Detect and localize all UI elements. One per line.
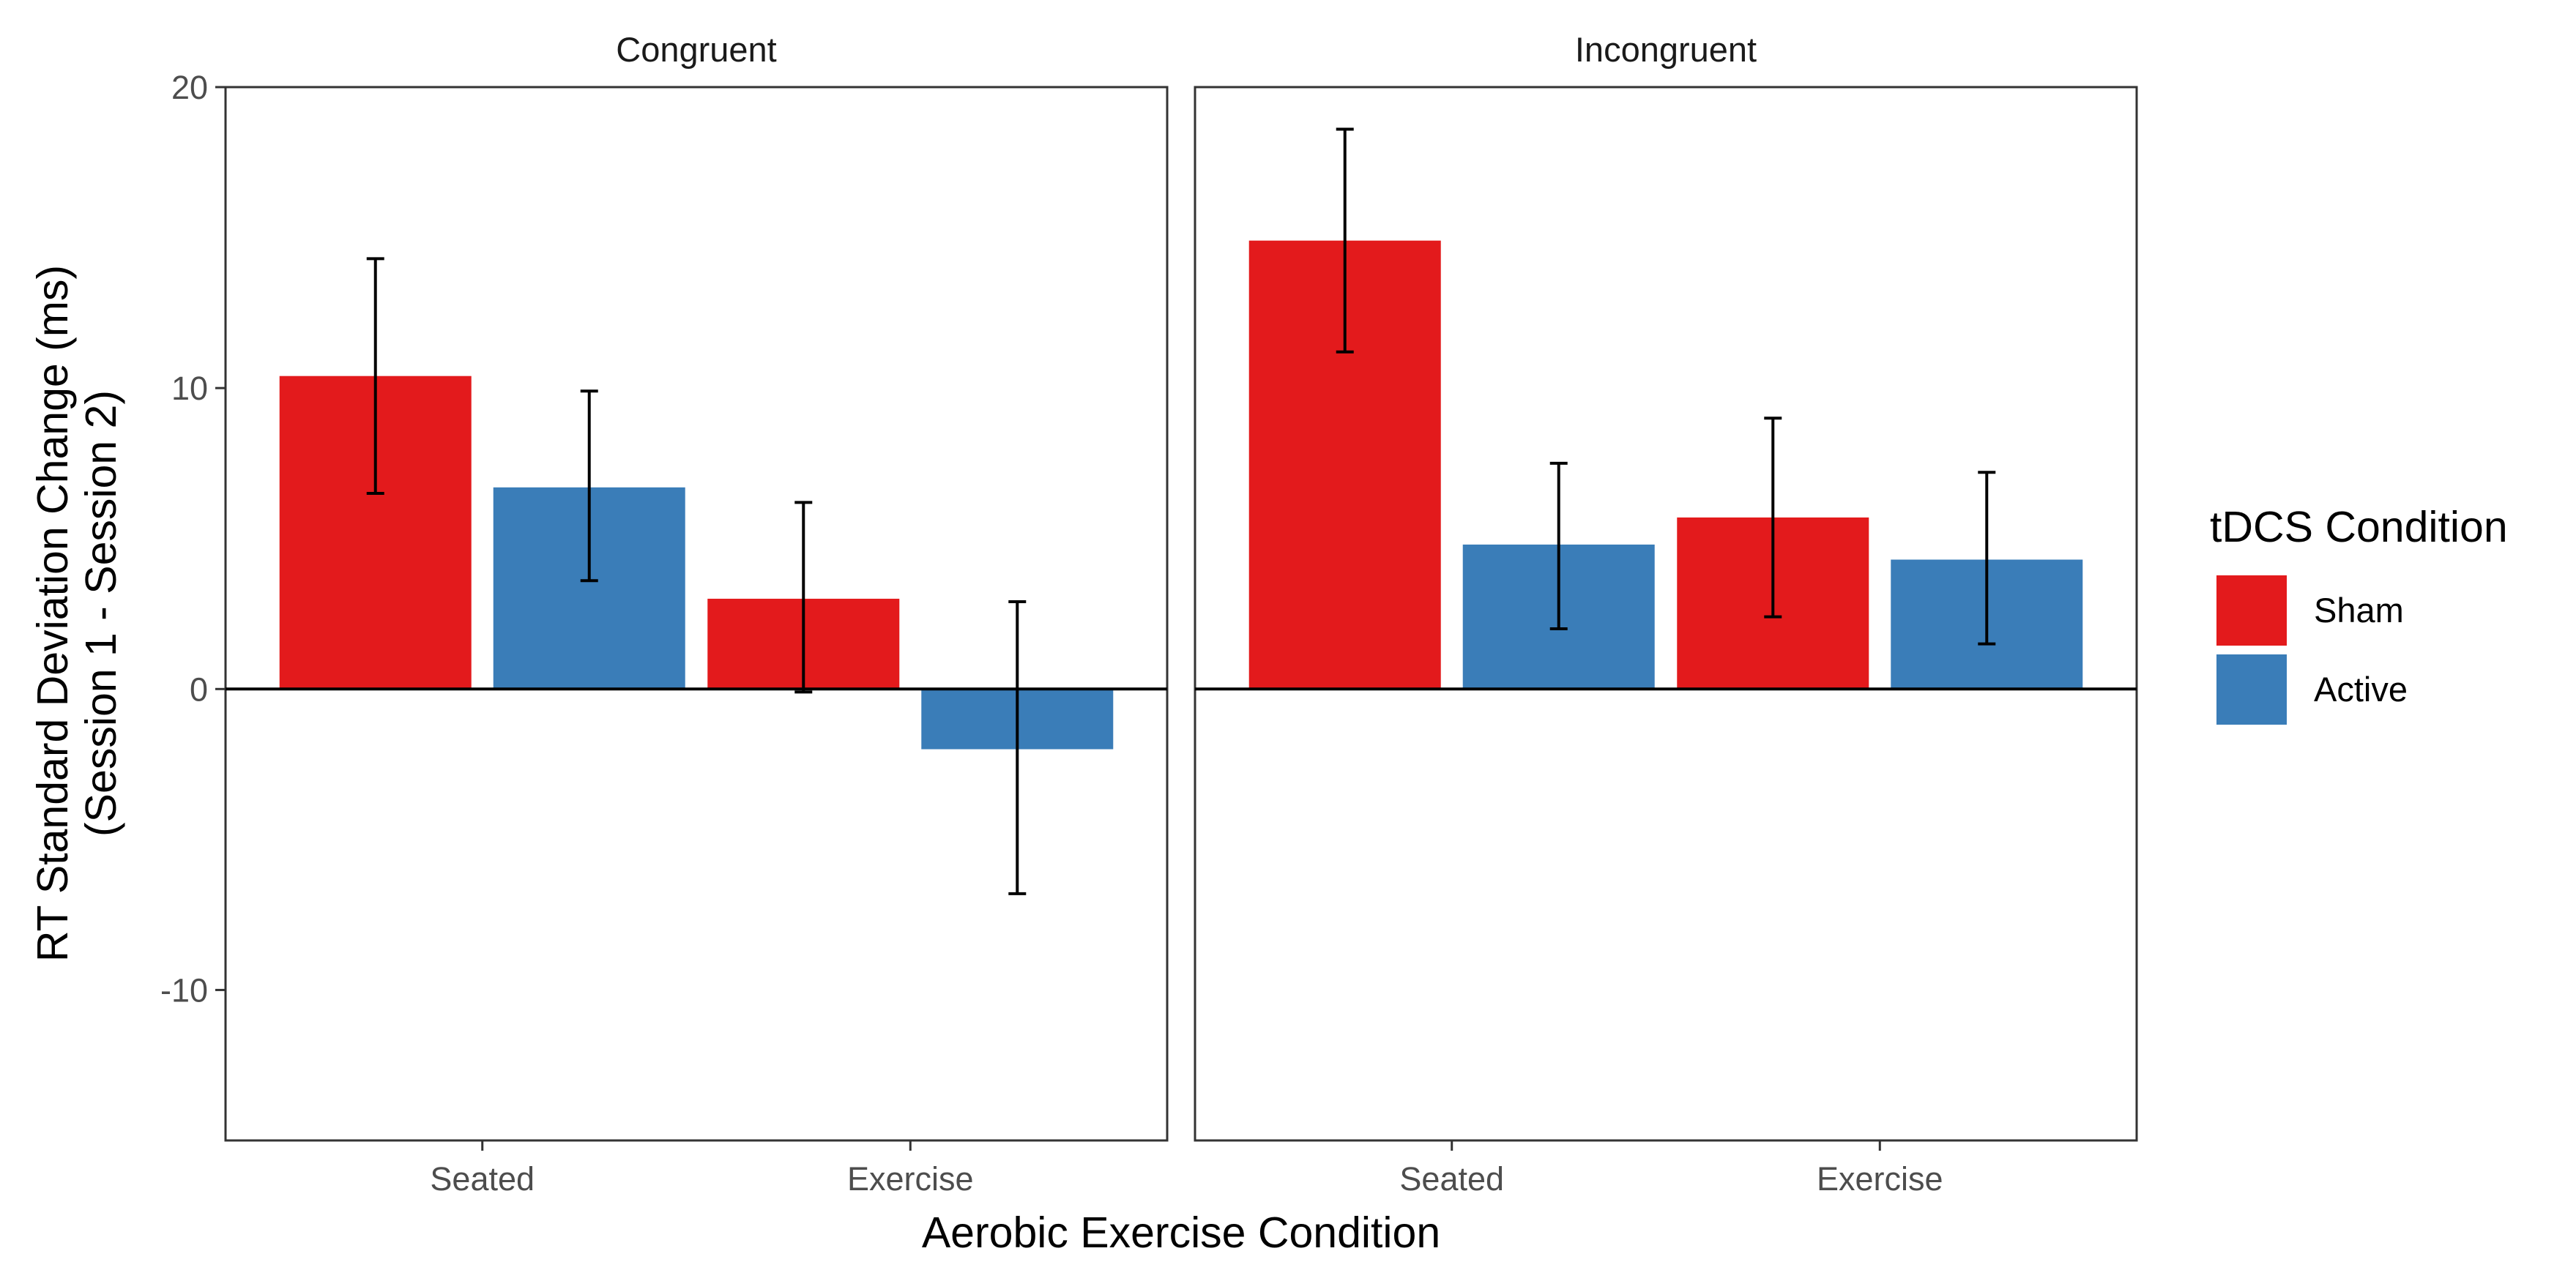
legend-swatch-active [2216,654,2287,725]
x-axis-title: Aerobic Exercise Condition [922,1209,1440,1257]
legend-title: tDCS Condition [2210,503,2508,551]
y-tick-label-0: 0 [190,671,208,708]
y-axis-title-line-2: (Session 1 - Session 2) [77,390,125,837]
error-bar-congruent-exercise-active [1008,600,1027,895]
error-bar-incongruent-seated-active [1549,461,1568,631]
bars-layer [279,240,2083,750]
error-bar-incongruent-seated-sham [1336,127,1354,354]
error-bar-incongruent-exercise-sham [1764,417,1782,619]
legend-label-active: Active [2314,670,2408,709]
error-bars-layer [366,127,1996,895]
error-bar-congruent-seated-active [580,389,598,583]
x-axis: Seated Exercise Seated Exercise [430,1140,1943,1198]
error-bar-incongruent-exercise-active [1978,471,1996,646]
strip-label-congruent: Congruent [616,30,777,69]
y-tick-label--10: -10 [160,971,208,1009]
y-axis-title-group: RT Standard Deviation Change (ms) (Sessi… [29,265,125,962]
error-bar-congruent-seated-sham [366,257,384,496]
legend-label-sham: Sham [2314,591,2404,630]
x-tick-label-congruent-exercise: Exercise [847,1160,974,1198]
error-bar-congruent-exercise-sham [794,501,813,694]
legend: tDCS Condition Sham Active [2210,503,2508,725]
strip-label-incongruent: Incongruent [1575,30,1757,69]
y-axis-title-line-1: RT Standard Deviation Change (ms) [29,265,77,962]
panel-frame-incongruent [1194,86,2138,1142]
y-tick-label-20: 20 [171,69,208,106]
legend-swatch-sham [2216,575,2287,646]
y-tick-label-10: 10 [171,370,208,407]
y-axis: 20 10 0 -10 [160,69,226,1009]
x-tick-label-incongruent-seated: Seated [1399,1160,1504,1198]
panel-frame-congruent [224,86,1169,1142]
x-tick-label-incongruent-exercise: Exercise [1817,1160,1943,1198]
x-tick-label-congruent-seated: Seated [430,1160,535,1198]
